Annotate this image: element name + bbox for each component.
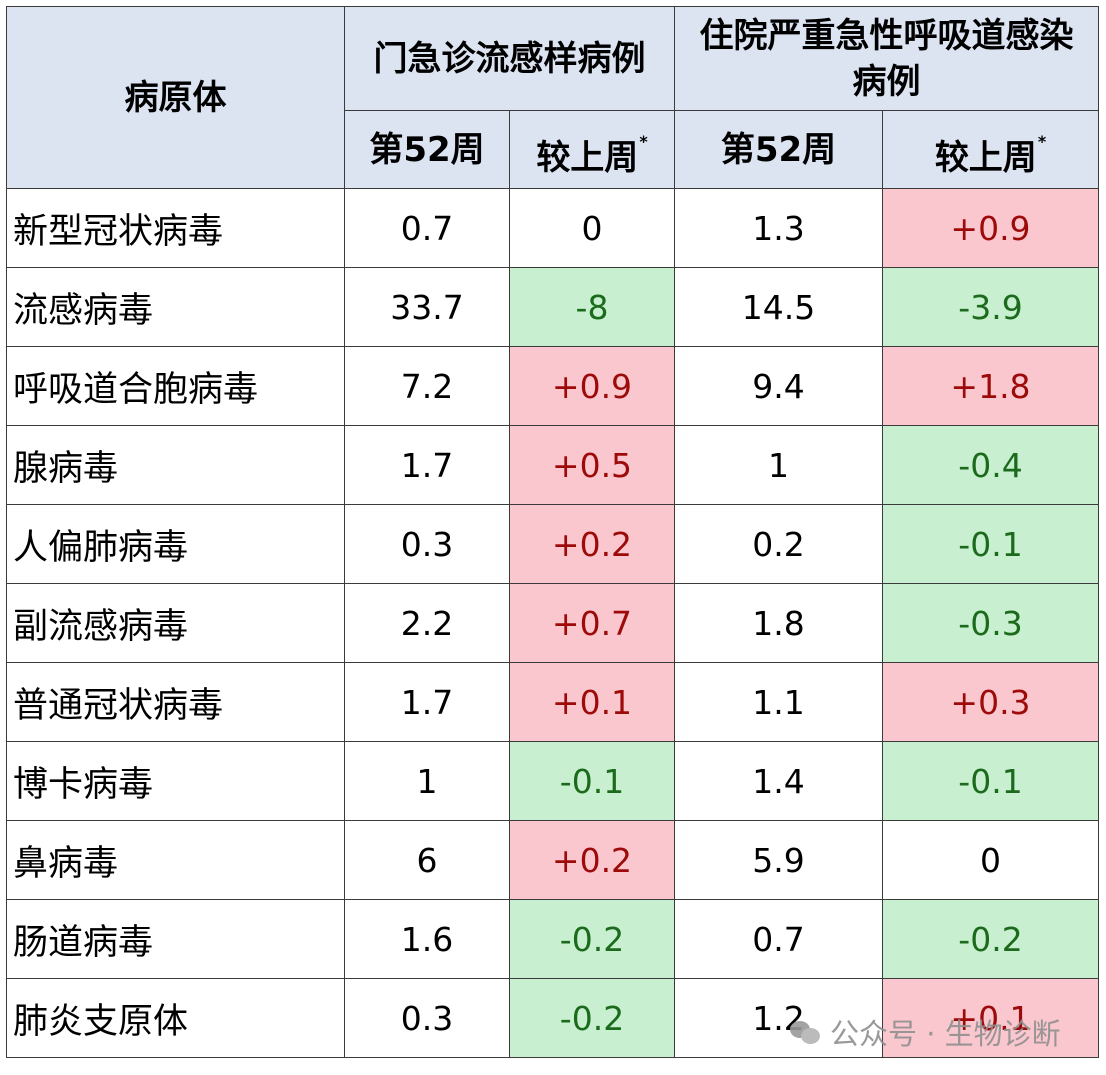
sari-week-value: 1	[674, 425, 883, 505]
sari-change-value: -0.4	[882, 425, 1099, 505]
sari-change-value: -0.1	[882, 741, 1099, 821]
pathogen-name: 肠道病毒	[6, 899, 345, 979]
ili-change-value: +0.5	[509, 425, 675, 505]
sari-change-value: 0	[882, 820, 1099, 900]
ili-change-value: +0.1	[509, 662, 675, 742]
pathogen-name: 腺病毒	[6, 425, 345, 505]
sari-change-value: -0.2	[882, 899, 1099, 979]
sari-change-header: 较上周*	[882, 110, 1099, 189]
table-row: 肠道病毒 1.6 -0.2 0.7 -0.2	[6, 899, 1099, 979]
sari-group-header: 住院严重急性呼吸道感染病例	[674, 6, 1099, 111]
table-row: 流感病毒 33.7 -8 14.5 -3.9	[6, 267, 1099, 347]
sari-change-value: -0.1	[882, 504, 1099, 584]
sari-change-value: -0.3	[882, 583, 1099, 663]
sari-week-value: 1.4	[674, 741, 883, 821]
ili-week-value: 2.2	[344, 583, 510, 663]
ili-week-value: 1	[344, 741, 510, 821]
pathogen-name: 新型冠状病毒	[6, 188, 345, 268]
ili-change-value: -0.2	[509, 978, 675, 1058]
ili-week-value: 1.6	[344, 899, 510, 979]
pathogen-table: 病原体 门急诊流感样病例 住院严重急性呼吸道感染病例 第52周 较上周* 第52…	[6, 6, 1099, 1058]
pathogen-name: 肺炎支原体	[6, 978, 345, 1058]
watermark-text: 公众号 · 生物诊断	[830, 1017, 1061, 1051]
sari-change-value: +0.3	[882, 662, 1099, 742]
ili-change-value: -0.1	[509, 741, 675, 821]
sari-change-value: +0.9	[882, 188, 1099, 268]
pathogen-column-header: 病原体	[6, 6, 345, 189]
footnote-mark: *	[639, 131, 648, 151]
ili-change-value: +0.2	[509, 504, 675, 584]
sari-week-value: 0.7	[674, 899, 883, 979]
sari-change-value: +0.1	[882, 978, 1099, 1058]
table-row: 肺炎支原体 0.3 -0.2 1.2 +0.1	[6, 978, 1099, 1058]
ili-week-value: 33.7	[344, 267, 510, 347]
sari-week-value: 9.4	[674, 346, 883, 426]
table-row: 副流感病毒 2.2 +0.7 1.8 -0.3	[6, 583, 1099, 663]
pathogen-name: 普通冠状病毒	[6, 662, 345, 742]
table-row: 鼻病毒 6 +0.2 5.9 0	[6, 820, 1099, 900]
pathogen-name: 副流感病毒	[6, 583, 345, 663]
sari-week-value: 1.8	[674, 583, 883, 663]
sari-week-value: 1.2	[674, 978, 883, 1058]
ili-change-value: +0.2	[509, 820, 675, 900]
sari-week-header: 第52周	[674, 110, 883, 189]
wechat-icon	[790, 1019, 820, 1045]
ili-week-value: 1.7	[344, 662, 510, 742]
ili-week-value: 0.3	[344, 978, 510, 1058]
sari-change-value: +1.8	[882, 346, 1099, 426]
table-row: 普通冠状病毒 1.7 +0.1 1.1 +0.3	[6, 662, 1099, 742]
ili-change-value: -8	[509, 267, 675, 347]
table-row: 腺病毒 1.7 +0.5 1 -0.4	[6, 425, 1099, 505]
table-row: 新型冠状病毒 0.7 0 1.3 +0.9	[6, 188, 1099, 268]
ili-change-value: -0.2	[509, 899, 675, 979]
ili-week-value: 6	[344, 820, 510, 900]
sari-week-value: 5.9	[674, 820, 883, 900]
ili-change-value: +0.7	[509, 583, 675, 663]
sari-week-value: 1.3	[674, 188, 883, 268]
ili-change-value: 0	[509, 188, 675, 268]
sari-week-value: 14.5	[674, 267, 883, 347]
pathogen-name: 呼吸道合胞病毒	[6, 346, 345, 426]
sari-week-value: 1.1	[674, 662, 883, 742]
ili-week-value: 0.3	[344, 504, 510, 584]
ili-week-value: 1.7	[344, 425, 510, 505]
sari-week-value: 0.2	[674, 504, 883, 584]
ili-change-header: 较上周*	[509, 110, 675, 189]
table-row: 博卡病毒 1 -0.1 1.4 -0.1	[6, 741, 1099, 821]
ili-group-header: 门急诊流感样病例	[344, 6, 675, 111]
ili-week-value: 7.2	[344, 346, 510, 426]
pathogen-name: 人偏肺病毒	[6, 504, 345, 584]
table-row: 人偏肺病毒 0.3 +0.2 0.2 -0.1	[6, 504, 1099, 584]
sari-change-value: -3.9	[882, 267, 1099, 347]
pathogen-name: 博卡病毒	[6, 741, 345, 821]
ili-change-value: +0.9	[509, 346, 675, 426]
pathogen-name: 鼻病毒	[6, 820, 345, 900]
ili-week-header: 第52周	[344, 110, 510, 189]
watermark: 公众号 · 生物诊断	[790, 1012, 1061, 1052]
table-row: 呼吸道合胞病毒 7.2 +0.9 9.4 +1.8	[6, 346, 1099, 426]
pathogen-name: 流感病毒	[6, 267, 345, 347]
ili-week-value: 0.7	[344, 188, 510, 268]
footnote-mark: *	[1037, 131, 1047, 151]
